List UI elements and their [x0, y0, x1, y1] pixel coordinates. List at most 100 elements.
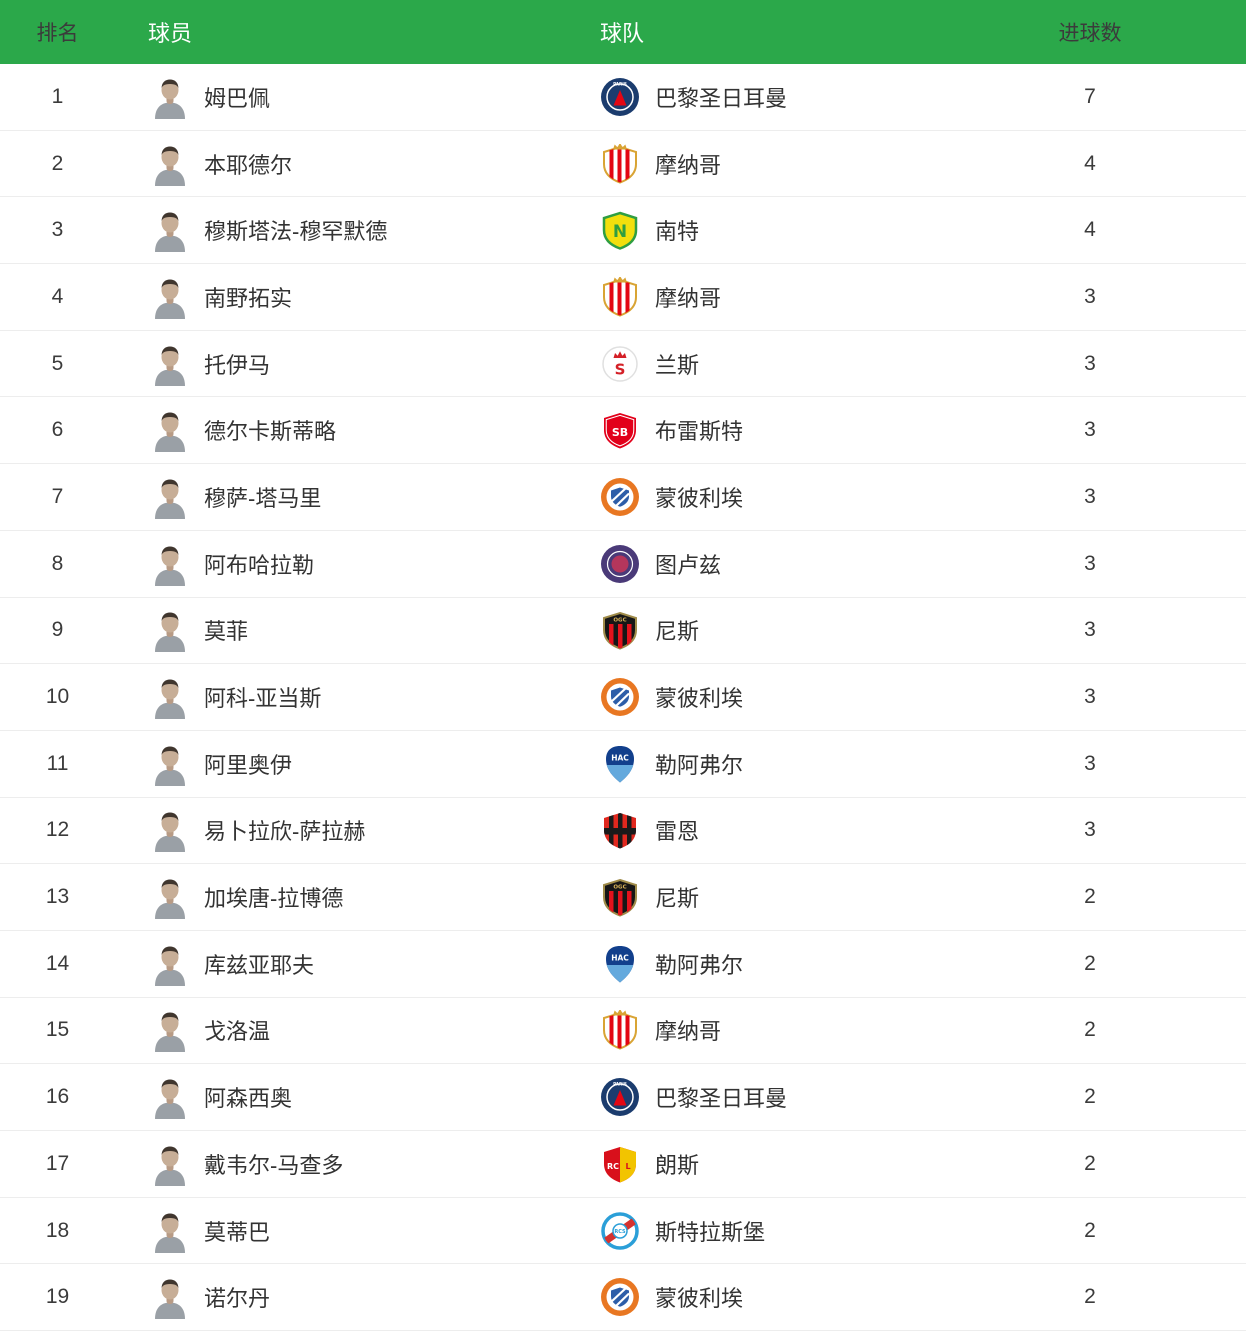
team-badge-icon: [600, 677, 640, 717]
team-name: 斯特拉斯堡: [655, 1219, 766, 1245]
player-avatar: [148, 142, 192, 186]
team-badge-icon: PARIS: [600, 1077, 640, 1117]
goals-cell: 3: [1084, 551, 1096, 575]
player-cell: 戴韦尔-马查多: [115, 1142, 567, 1186]
player-avatar: [148, 275, 192, 319]
player-cell: 加埃唐-拉博德: [115, 875, 567, 920]
player-avatar: [148, 1008, 192, 1053]
player-avatar: [148, 608, 192, 653]
player-cell: 阿里奥伊: [115, 742, 567, 786]
team-name: 图卢兹: [655, 552, 722, 578]
rank-cell: 3: [51, 218, 64, 242]
table-row[interactable]: 6 德尔卡斯蒂略 SB 布雷斯特 3: [0, 397, 1246, 465]
table-row[interactable]: 7 穆萨-塔马里 蒙彼利埃 3: [0, 464, 1246, 531]
player-name: 阿科-亚当斯: [204, 686, 322, 712]
svg-text:RC: RC: [607, 1162, 619, 1171]
team-badge-icon: SB: [600, 410, 640, 450]
team-name: 蒙彼利埃: [655, 686, 744, 712]
table-row[interactable]: 13 加埃唐-拉博德 OGC 尼斯 2: [0, 864, 1246, 931]
team-name: 摩纳哥: [655, 1019, 722, 1045]
rank-cell: 2: [51, 151, 64, 175]
player-cell: 阿科-亚当斯: [115, 675, 567, 720]
header-team: 球队: [600, 21, 645, 46]
table-row[interactable]: 3 穆斯塔法-穆罕默德 N 南特 4: [0, 197, 1246, 265]
player-name: 托伊马: [204, 352, 271, 378]
player-name: 阿里奥伊: [204, 752, 293, 778]
goals-cell: 3: [1084, 751, 1096, 775]
goals-cell: 3: [1084, 818, 1096, 842]
goals-cell: 3: [1084, 618, 1096, 642]
player-avatar: [148, 408, 192, 453]
team-name: 巴黎圣日耳曼: [655, 1086, 788, 1112]
rank-cell: 4: [51, 284, 64, 308]
player-cell: 阿布哈拉勒: [115, 542, 567, 586]
team-cell: 摩纳哥: [567, 1010, 1000, 1051]
player-name: 莫菲: [204, 619, 249, 645]
player-cell: 托伊马: [115, 342, 567, 386]
table-row[interactable]: 14 库兹亚耶夫 HAC 勒阿弗尔 2: [0, 930, 1246, 998]
table-row[interactable]: 8 阿布哈拉勒 图卢兹 3: [0, 530, 1246, 598]
rank-cell: 18: [45, 1218, 70, 1242]
rank-cell: 8: [51, 551, 64, 575]
team-cell: SB 布雷斯特: [567, 410, 1000, 450]
player-name: 戈洛温: [204, 1019, 271, 1045]
team-badge-icon: OGC: [600, 877, 640, 917]
team-badge-icon: [600, 1277, 640, 1317]
team-badge-icon: HAC: [600, 944, 640, 984]
team-cell: 图卢兹: [567, 544, 1000, 584]
player-avatar: [148, 942, 192, 986]
team-badge-icon: PARIS: [600, 77, 640, 117]
rank-cell: 1: [51, 84, 64, 108]
player-name: 姆巴佩: [204, 85, 271, 111]
team-badge-icon: HAC: [600, 744, 640, 784]
rank-cell: 16: [45, 1085, 70, 1109]
team-badge-icon: [600, 544, 640, 584]
table-row[interactable]: 9 莫菲 OGC 尼斯 3: [0, 597, 1246, 665]
player-name: 穆萨-塔马里: [204, 485, 322, 511]
team-cell: HAC 勒阿弗尔: [567, 944, 1000, 984]
header-rank: 排名: [36, 22, 79, 45]
player-name: 阿森西奥: [204, 1086, 293, 1112]
team-cell: 蒙彼利埃: [567, 1277, 1000, 1317]
goals-cell: 2: [1084, 885, 1096, 909]
table-row[interactable]: 15 戈洛温 摩纳哥 2: [0, 997, 1246, 1065]
table-row[interactable]: 12 易卜拉欣-萨拉赫 雷恩 3: [0, 797, 1246, 865]
table-row[interactable]: 18 莫蒂巴 RCS 斯特拉斯堡 2: [0, 1197, 1246, 1265]
table-row[interactable]: 19 诺尔丹 蒙彼利埃 2: [0, 1264, 1246, 1332]
team-name: 布雷斯特: [655, 419, 744, 445]
table-row[interactable]: 5 托伊马 S 兰斯 3: [0, 330, 1246, 398]
team-cell: OGC 尼斯: [567, 610, 1000, 650]
table-row[interactable]: 16 阿森西奥 PARIS 巴黎圣日耳曼 2: [0, 1064, 1246, 1131]
player-avatar: [148, 1275, 192, 1320]
team-name: 雷恩: [655, 819, 700, 845]
table-row[interactable]: 2 本耶德尔 摩纳哥 4: [0, 130, 1246, 198]
team-name: 摩纳哥: [655, 285, 722, 311]
player-cell: 穆斯塔法-穆罕默德: [115, 208, 567, 253]
goals-cell: 4: [1084, 151, 1096, 175]
team-badge-icon: [600, 143, 640, 184]
table-row[interactable]: 1 姆巴佩 PARIS 巴黎圣日耳曼 7: [0, 64, 1246, 131]
team-cell: HAC 勒阿弗尔: [567, 744, 1000, 784]
table-row[interactable]: 17 戴韦尔-马查多 RC L 朗斯 2: [0, 1131, 1246, 1198]
table-row[interactable]: 4 南野拓实 摩纳哥 3: [0, 264, 1246, 331]
goals-cell: 3: [1084, 284, 1096, 308]
player-cell: 阿森西奥: [115, 1075, 567, 1120]
goals-cell: 3: [1084, 484, 1096, 508]
svg-text:PARIS: PARIS: [613, 1082, 627, 1087]
svg-text:S: S: [615, 360, 626, 378]
team-cell: 摩纳哥: [567, 276, 1000, 317]
player-avatar: [148, 1209, 192, 1253]
svg-text:HAC: HAC: [611, 753, 629, 762]
team-name: 朗斯: [655, 1152, 700, 1178]
svg-text:RCS: RCS: [614, 1229, 626, 1235]
player-cell: 德尔卡斯蒂略: [115, 408, 567, 453]
team-cell: PARIS 巴黎圣日耳曼: [567, 77, 1000, 117]
table-row[interactable]: 11 阿里奥伊 HAC 勒阿弗尔 3: [0, 730, 1246, 798]
player-cell: 库兹亚耶夫: [115, 942, 567, 986]
player-avatar: [148, 675, 192, 720]
header-player: 球员: [148, 21, 193, 46]
player-avatar: [148, 542, 192, 586]
table-row[interactable]: 10 阿科-亚当斯 蒙彼利埃 3: [0, 664, 1246, 731]
team-badge-icon: [600, 477, 640, 517]
player-name: 阿布哈拉勒: [204, 552, 315, 578]
